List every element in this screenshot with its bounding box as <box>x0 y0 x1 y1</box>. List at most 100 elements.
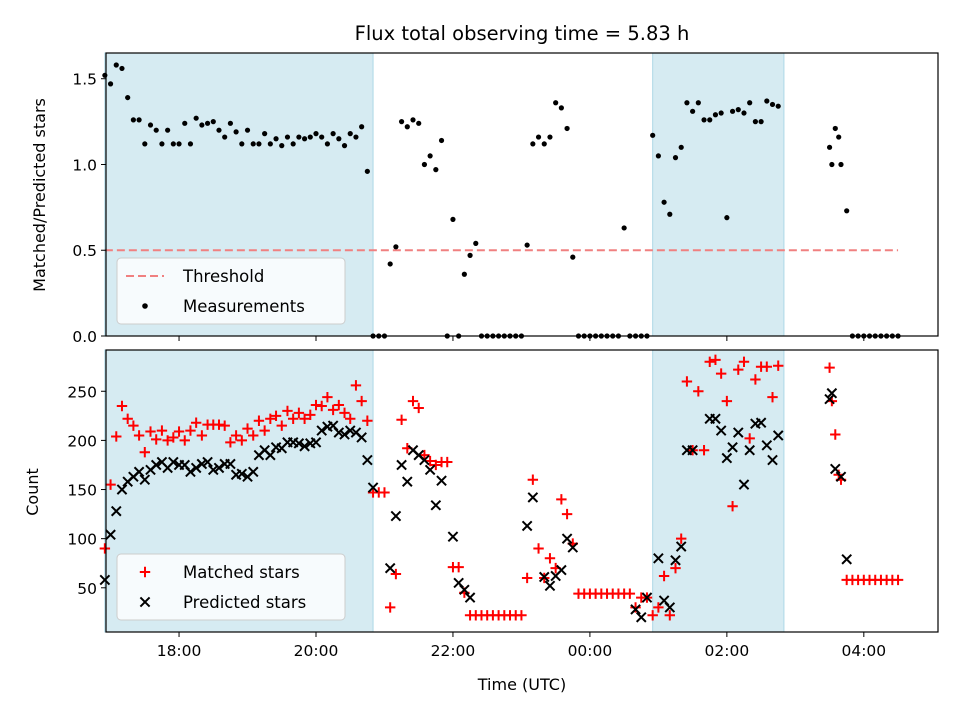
data-point <box>153 127 159 133</box>
data-point <box>390 568 402 580</box>
data-point <box>359 124 365 130</box>
data-point <box>527 474 539 485</box>
data-point <box>416 120 422 126</box>
data-point <box>179 435 190 446</box>
data-point <box>316 425 328 436</box>
data-point <box>333 399 345 411</box>
shaded-interval <box>652 52 785 337</box>
data-point <box>213 462 225 474</box>
data-point <box>892 574 904 586</box>
data-point <box>761 440 773 451</box>
x-tick-label: 02:00 <box>705 642 750 660</box>
data-point <box>239 141 245 147</box>
data-point <box>173 426 185 437</box>
data-point <box>670 554 681 566</box>
data-point <box>230 430 242 441</box>
data-point <box>764 98 770 104</box>
data-point <box>561 508 573 520</box>
data-point <box>721 395 733 407</box>
data-point <box>339 407 350 419</box>
data-point <box>401 476 413 487</box>
data-point <box>390 510 402 522</box>
data-point <box>139 446 151 458</box>
data-point <box>287 413 299 424</box>
data-point <box>210 119 216 125</box>
data-point <box>305 409 316 421</box>
data-point <box>524 242 530 248</box>
data-point <box>690 108 696 114</box>
data-point <box>769 101 776 108</box>
data-point <box>384 602 396 613</box>
data-point <box>341 143 348 149</box>
data-point <box>527 492 539 503</box>
data-point <box>133 430 145 441</box>
data-point <box>185 466 196 478</box>
data-point <box>333 427 345 438</box>
data-point <box>538 571 550 583</box>
data-point <box>253 415 265 426</box>
data-point <box>712 112 719 118</box>
data-point <box>307 134 313 140</box>
data-point <box>829 463 841 475</box>
data-point <box>433 167 439 173</box>
data-point <box>139 474 151 486</box>
x-tick-label: 22:00 <box>431 642 476 660</box>
x-tick-label: 00:00 <box>568 642 613 660</box>
data-point <box>772 430 784 441</box>
data-point <box>715 368 727 379</box>
data-point <box>459 584 470 596</box>
data-point <box>356 432 367 443</box>
data-point <box>301 136 308 142</box>
data-point <box>324 141 331 147</box>
data-point <box>729 108 736 114</box>
data-point <box>835 471 847 483</box>
data-point <box>653 602 664 613</box>
data-point <box>147 122 154 128</box>
data-point <box>187 141 194 147</box>
data-point <box>767 391 778 403</box>
data-point <box>262 131 268 137</box>
data-point <box>282 405 293 417</box>
legend-swatch <box>139 596 151 608</box>
data-point <box>521 520 533 532</box>
data-point <box>136 117 142 123</box>
data-point <box>407 395 419 407</box>
data-point <box>310 437 322 448</box>
data-point <box>353 134 359 140</box>
data-point <box>236 468 248 480</box>
data-point <box>384 562 396 574</box>
data-point <box>670 562 681 574</box>
data-point <box>296 134 302 140</box>
legend-box <box>116 553 346 621</box>
data-point <box>544 553 556 564</box>
data-point <box>438 137 445 144</box>
data-point <box>701 117 707 123</box>
data-point <box>247 466 259 478</box>
data-point <box>99 574 111 586</box>
data-point <box>758 119 764 125</box>
data-point <box>653 552 664 564</box>
data-point <box>225 458 236 470</box>
data-point <box>276 420 287 431</box>
data-point <box>111 431 122 442</box>
data-point <box>733 364 744 375</box>
data-point <box>556 564 567 576</box>
bottom-panel: 50 100 150 200 250 18:00 20:00 22:00 00:00 02:00 0… <box>67 349 939 660</box>
y-tick-label: 1.5 <box>72 71 97 89</box>
data-point <box>826 387 838 399</box>
data-point <box>710 354 721 366</box>
data-point <box>630 602 641 613</box>
bottom-ylabel: Count <box>23 468 42 516</box>
data-point <box>676 533 687 544</box>
data-point <box>316 400 327 412</box>
data-point <box>362 415 373 426</box>
data-point <box>105 479 116 490</box>
data-point <box>202 456 213 468</box>
data-point <box>273 136 279 142</box>
data-point <box>450 216 456 222</box>
legend-label: Threshold <box>182 267 264 286</box>
data-point <box>196 458 208 470</box>
data-point <box>398 119 405 125</box>
data-point <box>741 110 747 116</box>
data-point <box>299 413 310 424</box>
